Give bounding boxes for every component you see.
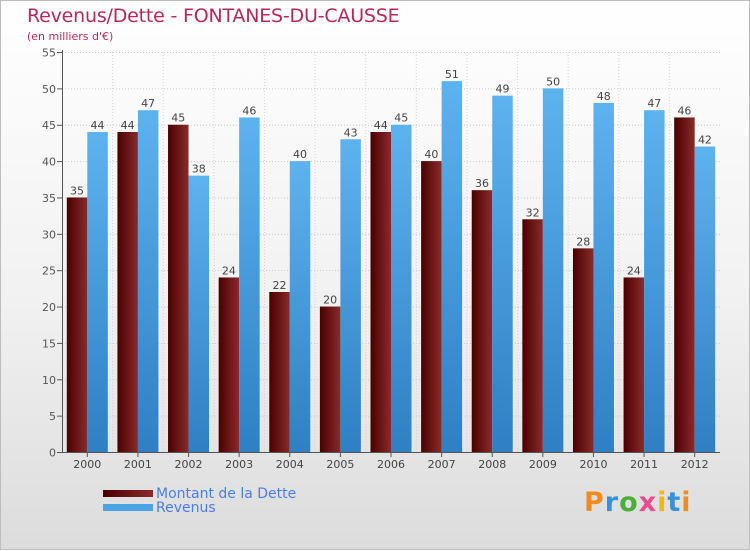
legend-label-dette: Montant de la Dette — [156, 486, 297, 502]
data-label-revenus-2011: 47 — [647, 97, 661, 110]
legend-label-revenus: Revenus — [156, 500, 216, 516]
y-tick-label: 5 — [49, 410, 56, 423]
bar-revenus-2011 — [644, 110, 665, 452]
data-label-revenus-2004: 40 — [293, 148, 307, 161]
bar-dette-2001 — [117, 132, 138, 452]
logo-letter: i — [681, 487, 692, 518]
data-labels: 35 44 44 47 45 38 24 46 22 40 20 43 44 45 40 51 36 49 32 50… — [70, 68, 712, 306]
data-label-revenus-2008: 49 — [495, 83, 509, 96]
data-label-revenus-2002: 38 — [192, 163, 206, 176]
data-label-dette-2009: 32 — [526, 206, 540, 219]
bar-revenus-2012 — [694, 146, 716, 452]
data-label-revenus-2000: 44 — [91, 119, 105, 132]
data-label-dette-2005: 20 — [323, 294, 337, 307]
bar-dette-2009 — [522, 219, 543, 452]
bar-dette-2004 — [269, 292, 290, 452]
y-tick-label: 20 — [42, 301, 56, 314]
y-tick-label: 35 — [42, 192, 56, 205]
bar-dette-2012 — [674, 117, 695, 453]
y-tick-label: 40 — [42, 156, 56, 169]
data-label-dette-2004: 22 — [273, 279, 287, 292]
x-tick-label-2006: 2006 — [377, 458, 405, 471]
data-label-dette-2002: 45 — [171, 112, 185, 125]
x-tick-label-2003: 2003 — [225, 458, 253, 471]
data-label-dette-2008: 36 — [475, 177, 489, 190]
bars — [66, 81, 716, 453]
bar-revenus-2000 — [87, 132, 108, 452]
y-tick-label: 30 — [42, 228, 56, 241]
y-tick-label: 0 — [49, 447, 56, 460]
x-tick-label-2009: 2009 — [529, 458, 557, 471]
x-tick-label-2012: 2012 — [681, 458, 709, 471]
data-label-dette-2006: 44 — [374, 119, 388, 132]
bar-dette-2007 — [421, 161, 442, 452]
data-label-dette-2000: 35 — [70, 184, 84, 197]
data-label-revenus-2003: 46 — [242, 104, 256, 117]
y-tick-label: 10 — [42, 374, 56, 387]
bar-revenus-2002 — [188, 175, 210, 453]
bar-dette-2008 — [471, 190, 493, 452]
x-axis: 2000 2001 2002 2003 2004 2005 2006 2007 2008 2009… — [73, 452, 709, 471]
bar-revenus-2009 — [542, 88, 564, 452]
logo-letter: r — [604, 487, 620, 518]
bar-dette-2010 — [572, 248, 594, 452]
data-label-revenus-2012: 42 — [698, 134, 712, 147]
data-label-dette-2007: 40 — [424, 148, 438, 161]
proxiti-logo: Proxiti — [584, 487, 692, 518]
bar-revenus-2004 — [289, 161, 311, 452]
bar-revenus-2003 — [239, 117, 260, 453]
legend-swatch-revenus — [103, 504, 153, 511]
y-tick-label: 45 — [42, 119, 56, 132]
bar-dette-2011 — [623, 277, 645, 452]
logo-letter: P — [584, 487, 605, 518]
data-label-revenus-2006: 45 — [394, 112, 408, 125]
x-tick-label-2010: 2010 — [579, 458, 607, 471]
bar-revenus-2001 — [137, 110, 159, 452]
data-label-revenus-2007: 51 — [445, 68, 459, 81]
chart-title: Revenus/Dette - FONTANES-DU-CAUSSE — [27, 5, 400, 27]
y-tick-label: 15 — [42, 337, 56, 350]
data-label-revenus-2010: 48 — [597, 90, 611, 103]
data-label-dette-2003: 24 — [222, 264, 236, 277]
x-tick-label-2002: 2002 — [175, 458, 203, 471]
x-tick-label-2011: 2011 — [630, 458, 658, 471]
data-label-revenus-2009: 50 — [546, 75, 560, 88]
data-label-dette-2001: 44 — [121, 119, 135, 132]
x-tick-label-2005: 2005 — [326, 458, 354, 471]
bar-revenus-2010 — [593, 102, 614, 452]
data-label-dette-2010: 28 — [576, 235, 590, 248]
x-tick-label-2000: 2000 — [73, 458, 101, 471]
legend-swatch-dette — [103, 490, 153, 497]
bar-revenus-2006 — [391, 124, 412, 453]
data-label-revenus-2005: 43 — [344, 126, 358, 139]
bar-revenus-2008 — [492, 95, 513, 453]
x-tick-label-2001: 2001 — [124, 458, 152, 471]
bar-dette-2000 — [66, 197, 88, 452]
x-tick-label-2004: 2004 — [276, 458, 304, 471]
logo-letter: o — [619, 487, 639, 518]
grid-lines — [62, 52, 720, 452]
logo-letter: t — [667, 487, 682, 518]
bar-dette-2002 — [168, 124, 189, 453]
chart-subtitle: (en milliers d'€) — [27, 30, 114, 43]
logo-letter: x — [638, 487, 658, 518]
data-label-revenus-2001: 47 — [141, 97, 155, 110]
bar-dette-2003 — [218, 277, 240, 452]
bar-dette-2005 — [319, 306, 341, 452]
bar-dette-2006 — [370, 132, 391, 452]
y-tick-label: 55 — [42, 47, 56, 60]
data-label-dette-2011: 24 — [627, 264, 641, 277]
y-tick-label: 50 — [42, 83, 56, 96]
data-label-dette-2012: 46 — [677, 104, 691, 117]
logo-letter: i — [657, 487, 668, 518]
bar-revenus-2007 — [441, 81, 463, 452]
bar-revenus-2005 — [340, 139, 361, 453]
y-tick-label: 25 — [42, 265, 56, 278]
y-axis: 0 5 10 15 20 25 30 35 40 45 50 55 — [42, 47, 720, 460]
x-tick-label-2008: 2008 — [478, 458, 506, 471]
x-tick-label-2007: 2007 — [428, 458, 456, 471]
